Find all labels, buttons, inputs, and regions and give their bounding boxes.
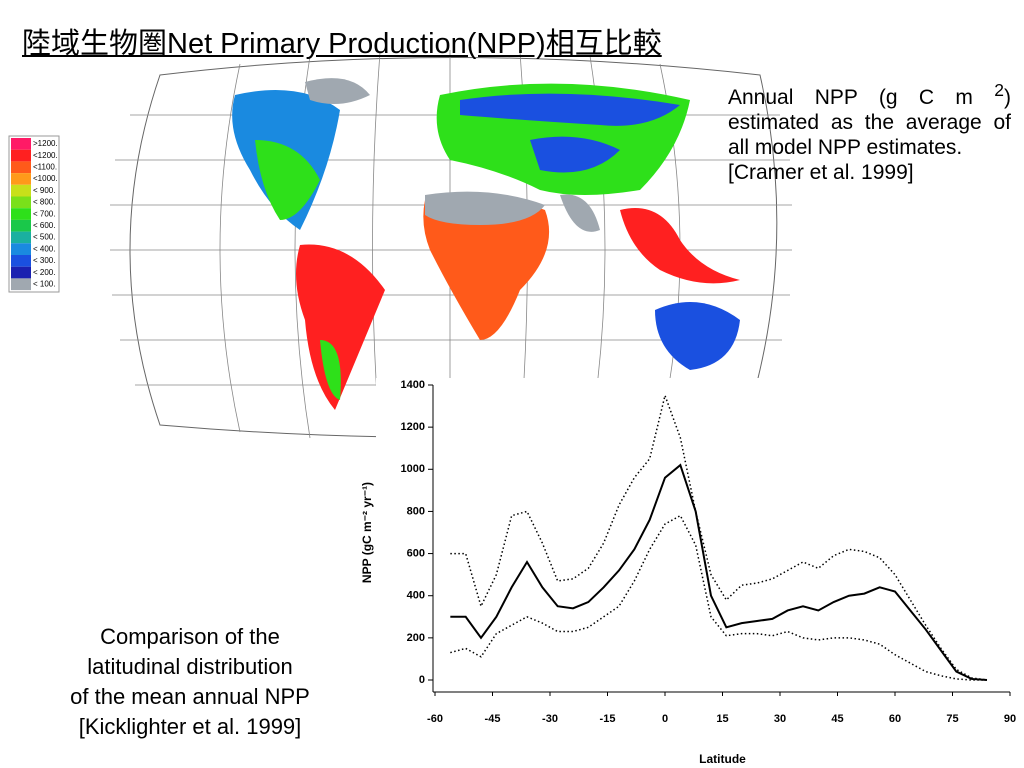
legend-label: >1200. xyxy=(33,139,58,148)
x-tick-label: 75 xyxy=(946,713,958,725)
caption-line: [Kicklighter et al. 1999] xyxy=(78,714,302,739)
x-tick-label: 0 xyxy=(662,713,668,725)
y-axis-label: NPP (gC m⁻² yr⁻¹) xyxy=(360,482,374,583)
y-tick-label: 1400 xyxy=(401,379,425,391)
legend-swatch xyxy=(11,208,31,220)
data-line xyxy=(450,514,987,681)
x-tick-label: 15 xyxy=(716,713,728,725)
legend-label: < 200. xyxy=(33,268,55,277)
y-tick-label: 1200 xyxy=(401,421,425,433)
x-tick-label: -30 xyxy=(542,713,558,725)
x-tick-label: 30 xyxy=(774,713,786,725)
data-line xyxy=(450,463,988,681)
world-map xyxy=(110,50,792,441)
legend-label: < 500. xyxy=(33,233,55,242)
legend-swatch xyxy=(11,196,31,209)
x-tick-label: -60 xyxy=(427,713,443,725)
legend-label: < 900. xyxy=(33,186,55,195)
caption-line: Comparison of the xyxy=(100,624,280,649)
y-tick-label: 400 xyxy=(407,590,425,602)
legend-label: <1000. xyxy=(33,174,58,183)
annotation-ref: [Cramer et al. 1999] xyxy=(728,161,914,184)
legend-label: < 400. xyxy=(33,244,55,253)
chart-background xyxy=(376,378,1024,768)
legend-label: < 100. xyxy=(33,280,55,289)
y-tick-label: 200 xyxy=(407,632,425,644)
caption-line: of the mean annual NPP xyxy=(70,684,310,709)
legend-swatch xyxy=(11,138,31,150)
legend-swatch xyxy=(11,266,31,279)
x-tick-label: -45 xyxy=(485,713,501,725)
annotation: Annual NPP (g C m 2) estimated as the av… xyxy=(728,78,1011,185)
legend-label: < 800. xyxy=(33,198,55,207)
x-tick-label: 60 xyxy=(889,713,901,725)
x-tick-label: -15 xyxy=(600,713,616,725)
y-tick-label: 0 xyxy=(419,674,425,686)
legend-label: <1100. xyxy=(33,163,57,172)
legend-swatch xyxy=(11,231,31,244)
legend-swatch xyxy=(11,173,31,185)
legend-swatch xyxy=(11,149,31,162)
legend-label: <1200. xyxy=(33,151,58,160)
slide-title: 陸域生物圏Net Primary Production(NPP)相互比較 xyxy=(22,28,662,60)
x-tick-label: 45 xyxy=(831,713,843,725)
y-tick-label: 1000 xyxy=(401,463,425,475)
line-chart: 0 200 400 600 800 1000 1200 1400 -60 -45 -30 -15 0 15… xyxy=(360,379,1016,766)
legend-swatch xyxy=(11,278,31,291)
legend-swatch xyxy=(11,161,31,174)
y-tick-label: 600 xyxy=(407,547,425,559)
legend-swatch xyxy=(11,243,31,255)
legend-label: < 300. xyxy=(33,256,55,265)
legend-swatch xyxy=(11,219,31,232)
legend-swatch xyxy=(11,184,31,197)
legend-label: < 700. xyxy=(33,209,55,218)
legend-label: < 600. xyxy=(33,221,55,230)
legend-swatch xyxy=(11,255,31,267)
map-legend: >1200. <1200. <1100. <1000. < 900. < 800. < 70… xyxy=(8,135,60,293)
annotation-text: Annual NPP (g C m xyxy=(728,86,995,109)
y-tick-label: 800 xyxy=(407,505,425,517)
annotation-text: ) estimated as the average of all model … xyxy=(728,86,1011,159)
x-axis-label: Latitude xyxy=(699,752,746,766)
caption-line: latitudinal distribution xyxy=(87,654,293,679)
caption: Comparison of the latitudinal distributio… xyxy=(20,622,360,742)
annotation-sup: 2 xyxy=(994,80,1004,100)
x-tick-label: 90 xyxy=(1004,713,1016,725)
